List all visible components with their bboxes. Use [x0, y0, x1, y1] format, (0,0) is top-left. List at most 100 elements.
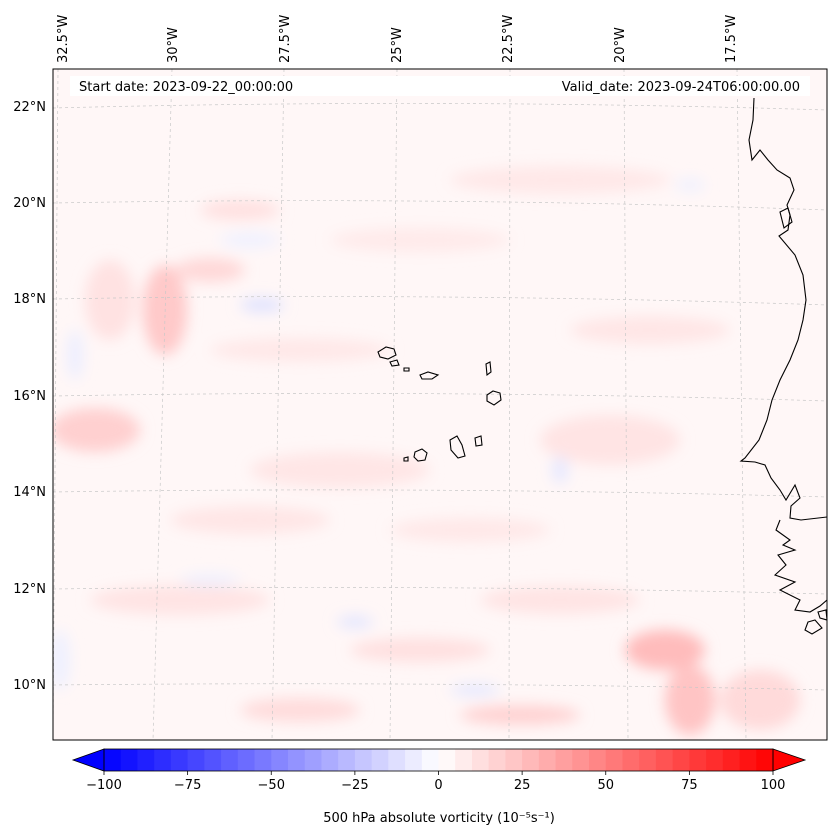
- vorticity-positive-blob: [85, 260, 135, 340]
- parallel-14n: [53, 489, 827, 498]
- lat-label: 18°N: [13, 292, 46, 307]
- colorbar-segment: [271, 749, 289, 771]
- vorticity-negative-blob: [220, 232, 280, 248]
- colorbar-segment: [154, 749, 172, 771]
- meridian-30w: [152, 69, 173, 740]
- vorticity-negative-blob: [53, 630, 70, 690]
- vorticity-positive-blob: [450, 166, 670, 194]
- colorbar-segment: [221, 749, 239, 771]
- colorbar-segment: [488, 749, 506, 771]
- colorbar-tick-label: 25: [514, 778, 531, 793]
- vorticity-negative-blob: [675, 179, 705, 191]
- lat-label: 12°N: [13, 582, 46, 597]
- colorbar-segment: [689, 749, 707, 771]
- colorbar-tick-label: 100: [761, 778, 786, 793]
- colorbar-segment: [170, 749, 189, 771]
- colorbar-segment: [304, 749, 322, 771]
- colorbar-tick-label: −50: [258, 778, 285, 793]
- lat-label: 10°N: [13, 678, 46, 693]
- colorbar-tick-label: 0: [434, 778, 442, 793]
- colorbar-segments: [104, 749, 774, 771]
- africa-coastline: [739, 97, 827, 521]
- lat-label: 16°N: [13, 389, 46, 404]
- meridian-22-5w: [508, 69, 511, 740]
- colorbar-segment: [605, 749, 623, 771]
- island-boa-vista: [486, 390, 502, 406]
- vorticity-negative-blob: [67, 330, 83, 380]
- colorbar-segment: [706, 749, 724, 771]
- parallel-12n: [53, 586, 827, 595]
- colorbar-segment: [187, 749, 205, 771]
- parallel-20n: [53, 200, 827, 211]
- colorbar-segment: [338, 749, 356, 771]
- map-area[interactable]: [50, 69, 827, 740]
- colorbar-segment: [104, 749, 122, 771]
- colorbar-segment: [722, 749, 741, 771]
- colorbar-segment: [388, 749, 406, 771]
- island-fogo: [413, 448, 428, 462]
- lon-label: 20°W: [613, 27, 628, 63]
- island-maio: [474, 435, 483, 447]
- vorticity-positive-blob: [665, 665, 715, 735]
- colorbar-segment: [120, 749, 138, 771]
- vorticity-negative-blob: [337, 616, 373, 628]
- lon-label: 30°W: [166, 27, 181, 63]
- colorbar-segment: [204, 749, 222, 771]
- vorticity-positive-blob: [350, 638, 490, 662]
- colorbar-tick-label: 50: [597, 778, 614, 793]
- lat-label: 22°N: [13, 100, 46, 115]
- longitude-labels: 32.5°W 30°W 27.5°W 25°W 22.5°W 20°W 17.5…: [56, 15, 739, 63]
- colorbar-tick-label: −100: [86, 778, 122, 793]
- colorbar-segment: [639, 749, 657, 771]
- vorticity-negative-blob: [240, 298, 284, 312]
- colorbar-segment: [555, 749, 573, 771]
- vorticity-positive-blob: [330, 228, 510, 252]
- parallel-22n: [53, 103, 827, 111]
- vorticity-positive-blob: [240, 698, 360, 722]
- colorbar-extend-low: [71, 748, 105, 772]
- dakhla-inlet: [779, 207, 793, 229]
- colorbar-segment: [538, 749, 557, 771]
- senegambia-coast: [773, 519, 827, 613]
- island-sao-vicente: [389, 359, 400, 367]
- meridian-27-5w: [271, 69, 285, 740]
- lon-label: 25°W: [390, 27, 405, 63]
- lon-label: 27.5°W: [278, 15, 293, 63]
- meridian-17-5w: [736, 69, 747, 740]
- lon-label: 32.5°W: [56, 15, 71, 63]
- colorbar-segment: [254, 749, 272, 771]
- vorticity-positive-blob: [390, 518, 550, 542]
- colorbar-tick-label: −75: [174, 778, 201, 793]
- coastlines: [377, 97, 827, 635]
- colorbar-segment: [354, 749, 373, 771]
- vorticity-positive-blob: [625, 630, 705, 670]
- island-brava: [403, 456, 409, 462]
- meridian-32-5w: [53, 69, 59, 740]
- vorticity-positive-blob: [480, 586, 640, 614]
- meridian-20w: [623, 69, 629, 740]
- guinea-islands: [804, 609, 827, 635]
- meridian-25w: [389, 69, 398, 740]
- valid-date-label: Valid_date: 2023-09-24T06:00:00.00: [562, 80, 800, 95]
- colorbar-segment: [405, 749, 423, 771]
- start-date-label: Start date: 2023-09-22_00:00:00: [79, 80, 293, 95]
- parallel-10n: [53, 683, 827, 691]
- colorbar-segment: [421, 749, 439, 771]
- vorticity-positive-blob: [460, 705, 580, 725]
- colorbar-segment: [137, 749, 155, 771]
- colorbar-tick-label: −25: [341, 778, 368, 793]
- island-santo-antao: [377, 346, 397, 360]
- vorticity-positive-blob: [200, 200, 280, 220]
- colorbar-segment: [756, 749, 774, 771]
- vorticity-positive-blob: [540, 415, 680, 465]
- colorbar: −100 −75 −50 −25 0 25 50 75 100 500 hPa absolute…: [71, 748, 807, 826]
- island-santa-luzia: [403, 367, 410, 372]
- vorticity-negative-blob: [450, 684, 500, 696]
- lat-label: 20°N: [13, 196, 46, 211]
- island-sao-nicolau: [419, 371, 440, 380]
- vorticity-positive-blob: [90, 585, 270, 615]
- colorbar-label: 500 hPa absolute vorticity (10⁻⁵s⁻¹): [323, 811, 555, 826]
- colorbar-segment: [622, 749, 640, 771]
- colorbar-segment: [321, 749, 339, 771]
